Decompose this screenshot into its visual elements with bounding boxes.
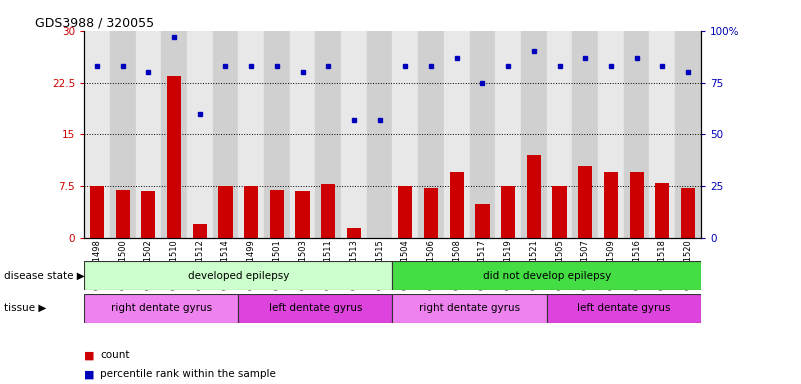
Bar: [110, 31, 135, 238]
Bar: [193, 224, 207, 238]
Bar: [84, 294, 239, 323]
Bar: [239, 31, 264, 238]
Bar: [187, 31, 212, 238]
Bar: [290, 31, 316, 238]
Bar: [316, 31, 341, 238]
Bar: [239, 294, 392, 323]
Bar: [141, 191, 155, 238]
Bar: [398, 186, 413, 238]
Bar: [392, 31, 418, 238]
Text: tissue ▶: tissue ▶: [4, 303, 46, 313]
Bar: [424, 188, 438, 238]
Bar: [655, 183, 670, 238]
Bar: [475, 204, 489, 238]
Text: developed epilepsy: developed epilepsy: [187, 270, 289, 281]
Bar: [392, 261, 701, 290]
Bar: [135, 31, 161, 238]
Bar: [630, 172, 644, 238]
Text: ■: ■: [84, 369, 95, 379]
Bar: [161, 31, 187, 238]
Bar: [624, 31, 650, 238]
Bar: [264, 31, 290, 238]
Bar: [347, 228, 361, 238]
Bar: [650, 31, 675, 238]
Text: count: count: [100, 350, 130, 360]
Bar: [675, 31, 701, 238]
Text: GDS3988 / 320055: GDS3988 / 320055: [34, 17, 154, 30]
Text: left dentate gyrus: left dentate gyrus: [577, 303, 670, 313]
Text: did not develop epilepsy: did not develop epilepsy: [482, 270, 611, 281]
Bar: [495, 31, 521, 238]
Bar: [296, 191, 310, 238]
Bar: [244, 186, 258, 238]
Bar: [521, 31, 546, 238]
Bar: [321, 184, 336, 238]
Bar: [604, 172, 618, 238]
Bar: [90, 186, 104, 238]
Text: disease state ▶: disease state ▶: [4, 270, 85, 281]
Bar: [84, 31, 110, 238]
Bar: [546, 294, 701, 323]
Bar: [84, 261, 392, 290]
Bar: [449, 172, 464, 238]
Bar: [418, 31, 444, 238]
Bar: [341, 31, 367, 238]
Bar: [578, 166, 592, 238]
Bar: [212, 31, 239, 238]
Bar: [219, 186, 232, 238]
Bar: [167, 76, 181, 238]
Text: left dentate gyrus: left dentate gyrus: [268, 303, 362, 313]
Bar: [598, 31, 624, 238]
Bar: [681, 188, 695, 238]
Bar: [392, 294, 546, 323]
Bar: [444, 31, 469, 238]
Text: percentile rank within the sample: percentile rank within the sample: [100, 369, 276, 379]
Bar: [573, 31, 598, 238]
Bar: [367, 31, 392, 238]
Text: right dentate gyrus: right dentate gyrus: [419, 303, 520, 313]
Bar: [527, 155, 541, 238]
Bar: [469, 31, 495, 238]
Bar: [546, 31, 573, 238]
Text: right dentate gyrus: right dentate gyrus: [111, 303, 211, 313]
Bar: [501, 186, 515, 238]
Text: ■: ■: [84, 350, 95, 360]
Bar: [270, 190, 284, 238]
Bar: [553, 186, 566, 238]
Bar: [115, 190, 130, 238]
